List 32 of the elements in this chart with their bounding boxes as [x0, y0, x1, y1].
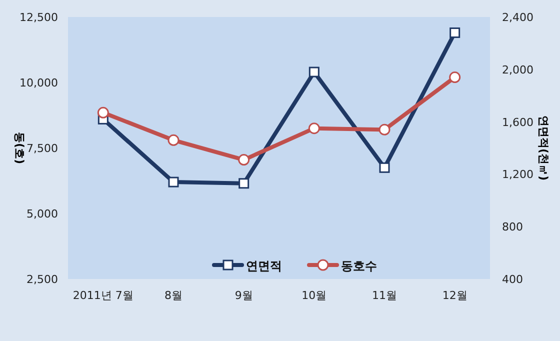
point [97, 106, 109, 118]
x-tick-label: 9월 [234, 289, 253, 302]
x-tick-label: 10월 [302, 289, 327, 302]
y2-axis-title: 연면적(천㎡) [537, 115, 550, 181]
point [238, 178, 250, 189]
y-tick-label: 5,000 [26, 208, 58, 220]
legend-label: 동호수 [341, 259, 377, 273]
point [308, 122, 320, 134]
y2-tick-label: 1,200 [502, 168, 534, 182]
x-tick-label: 8월 [164, 289, 182, 302]
point [379, 162, 390, 173]
y-tick-label: 10,000 [20, 76, 58, 90]
y-axis-title: 동(호) [13, 132, 26, 164]
y-tick-label: 7,500 [26, 142, 58, 155]
y-tick-label: 2,500 [26, 273, 58, 286]
point [168, 134, 180, 146]
x-tick-label: 2011년 7월 [72, 289, 134, 302]
point [308, 66, 320, 78]
y2-tick-label: 2,400 [502, 11, 534, 24]
point [168, 176, 179, 188]
point [238, 154, 250, 166]
y2-tick-label: 400 [502, 273, 523, 286]
y2-tick-label: 1,600 [502, 116, 534, 129]
y2-tick-label: 2,000 [502, 63, 534, 76]
x-tick-label: 12월 [442, 289, 468, 302]
legend-label: 연면적 [246, 259, 282, 273]
point [450, 27, 460, 38]
point [449, 72, 461, 84]
y2-tick-label: 800 [502, 220, 523, 234]
y-tick-label: 12,500 [20, 11, 58, 24]
x-tick-label: 11월 [372, 289, 397, 302]
point [378, 124, 390, 136]
